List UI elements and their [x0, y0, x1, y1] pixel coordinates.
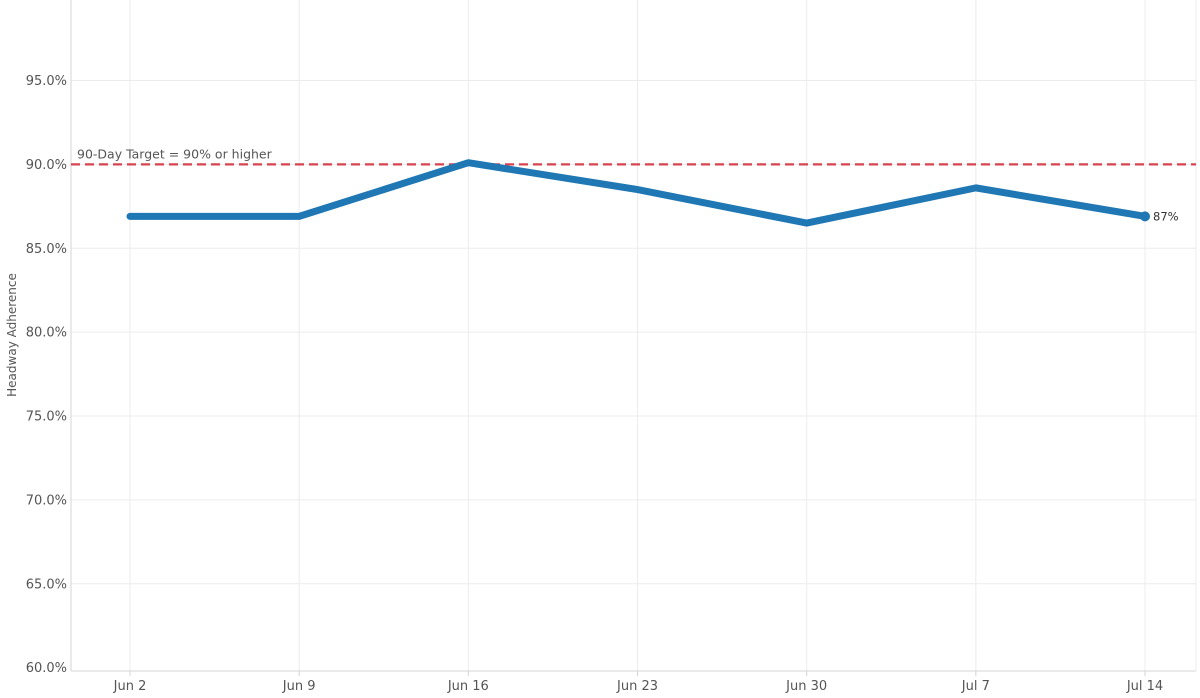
series-headway-adherence [126, 159, 1150, 227]
x-tick-label: Jun 9 [282, 679, 316, 694]
x-tick-label: Jul 7 [961, 679, 990, 694]
x-tick-label: Jun 23 [616, 679, 658, 694]
target-reference-label: 90-Day Target = 90% or higher [77, 146, 273, 161]
x-tick-label: Jun 16 [447, 679, 489, 694]
data-point [296, 213, 303, 220]
y-tick-label: 95.0% [26, 74, 67, 89]
gridlines [71, 0, 1196, 671]
y-tick-label: 75.0% [26, 410, 67, 425]
data-point [634, 186, 641, 193]
data-point [972, 184, 979, 191]
y-tick-label: 85.0% [26, 242, 67, 257]
y-tick-label: 90.0% [26, 158, 67, 173]
x-tick-label: Jul 14 [1126, 679, 1163, 694]
y-axis-title: Headway Adherence [5, 273, 19, 397]
y-tick-label: 60.0% [26, 661, 67, 676]
last-value-label: 87% [1153, 209, 1179, 223]
x-tick-label: Jun 2 [113, 679, 147, 694]
last-data-point [1140, 211, 1150, 222]
y-axis-ticks: 60.0% 65.0% 70.0% 75.0% 80.0% 85.0% 90.0% 95.0% [26, 74, 67, 676]
data-point [803, 220, 810, 227]
data-point [465, 159, 472, 166]
axes [70, 0, 1197, 672]
y-tick-label: 65.0% [26, 577, 67, 592]
data-point [127, 213, 133, 220]
y-tick-label: 70.0% [26, 493, 67, 508]
x-axis-ticks: Jun 2 Jun 9 Jun 16 Jun 23 Jun 30 Jul 7 Jul 14 [113, 671, 1163, 694]
x-tick-label: Jun 30 [785, 679, 827, 694]
y-tick-label: 80.0% [26, 326, 67, 341]
